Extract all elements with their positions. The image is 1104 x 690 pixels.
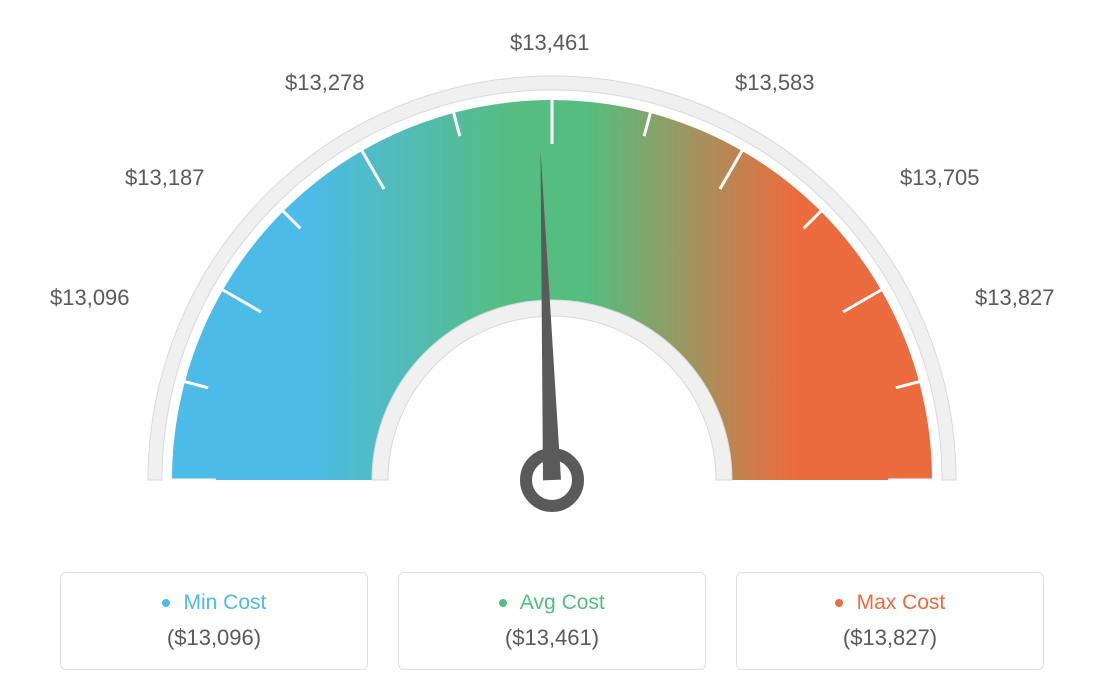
gauge-svg <box>0 0 1104 540</box>
gauge-tick-label: $13,187 <box>125 165 205 191</box>
gauge-tick-label: $13,705 <box>900 165 980 191</box>
legend-card-avg: Avg Cost ($13,461) <box>398 572 706 670</box>
legend-title-text: Max Cost <box>857 591 946 614</box>
legend-title-avg: Avg Cost <box>409 591 695 615</box>
legend-title-text: Min Cost <box>183 591 266 614</box>
bullet-icon <box>162 599 170 607</box>
gauge-tick-label: $13,278 <box>285 70 365 96</box>
gauge-tick-label: $13,583 <box>735 70 815 96</box>
legend-card-max: Max Cost ($13,827) <box>736 572 1044 670</box>
legend-title-min: Min Cost <box>71 591 357 615</box>
legend-title-text: Avg Cost <box>520 591 605 614</box>
legend-value-avg: ($13,461) <box>409 625 695 651</box>
bullet-icon <box>835 599 843 607</box>
legend-title-max: Max Cost <box>747 591 1033 615</box>
bullet-icon <box>499 599 507 607</box>
gauge-tick-label: $13,461 <box>510 30 590 56</box>
gauge-tick-label: $13,827 <box>975 285 1055 311</box>
legend-row: Min Cost ($13,096) Avg Cost ($13,461) Ma… <box>0 572 1104 670</box>
gauge-chart: $13,096 $13,187 $13,278 $13,461 $13,583 $13,7… <box>0 0 1104 540</box>
legend-value-max: ($13,827) <box>747 625 1033 651</box>
legend-value-min: ($13,096) <box>71 625 357 651</box>
gauge-tick-label: $13,096 <box>50 285 130 311</box>
legend-card-min: Min Cost ($13,096) <box>60 572 368 670</box>
